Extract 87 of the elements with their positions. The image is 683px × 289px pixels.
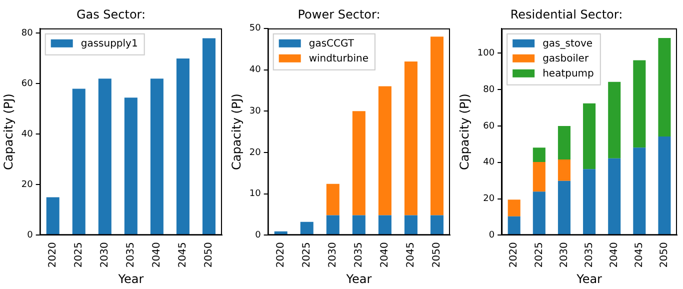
bar (508, 216, 520, 235)
y-tick-label: 40 (249, 65, 262, 76)
y-axis-title: Capacity (PJ) (1, 94, 16, 170)
bar (532, 192, 546, 235)
bar (150, 78, 164, 235)
y-axis-title: Capacity (PJ) (457, 94, 472, 170)
bar (633, 60, 646, 148)
bar (378, 215, 392, 235)
x-tick-label: 2040 (380, 242, 391, 268)
bar (583, 169, 596, 235)
bar (608, 158, 621, 235)
x-axis-title: Year (117, 272, 144, 286)
x-tick-label: 2045 (634, 242, 646, 268)
x-tick-label: 2020 (275, 242, 286, 268)
bar (658, 136, 671, 235)
y-tick-label: 40 (483, 158, 495, 168)
chart-title: Residential Sector: (510, 7, 623, 22)
y-tick-label: 40 (21, 130, 34, 140)
bar (558, 180, 570, 235)
x-tick-label: 2050 (204, 242, 215, 268)
bar (300, 222, 314, 235)
x-tick-label: 2050 (659, 242, 670, 268)
x-tick-label: 2030 (558, 242, 570, 268)
y-tick-label: 100 (477, 48, 495, 58)
y-tick-label: 50 (249, 24, 262, 34)
legend-label: heatpump (542, 68, 594, 80)
x-tick-label: 2040 (608, 242, 620, 268)
x-tick-label: 2040 (152, 242, 163, 268)
bar (98, 78, 112, 235)
bar (532, 148, 546, 162)
bar (326, 215, 340, 235)
x-tick-label: 2045 (406, 242, 417, 268)
x-axis-title: Year (345, 272, 372, 286)
bar (583, 103, 596, 170)
x-tick-label: 2030 (328, 242, 338, 268)
bar (72, 88, 86, 235)
bar (430, 36, 444, 216)
x-tick-label: 2050 (432, 242, 443, 268)
y-tick-label: 20 (483, 194, 495, 204)
legend-label: windturbine (308, 53, 368, 64)
bar (352, 111, 366, 216)
x-tick-label: 2025 (301, 242, 312, 268)
y-tick-label: 80 (21, 28, 34, 39)
legend-label: gasboiler (542, 53, 590, 64)
bar (633, 148, 646, 235)
bar (404, 215, 418, 235)
bar (352, 215, 366, 235)
x-tick-label: 2020 (508, 242, 520, 268)
bar (326, 184, 340, 216)
x-axis-title: Year (576, 272, 602, 286)
bar (378, 86, 392, 216)
bar (532, 162, 546, 192)
bar (658, 38, 671, 137)
y-tick-label: 20 (249, 148, 262, 158)
y-tick-label: 30 (249, 106, 262, 116)
chart-title: Power Sector: (298, 7, 380, 22)
bar (202, 38, 216, 235)
x-tick-label: 2035 (584, 242, 595, 268)
y-tick-label: 20 (21, 180, 34, 190)
legend-label: gassupply1 (80, 38, 138, 50)
bar (508, 200, 520, 216)
bar (430, 215, 444, 235)
bar (176, 58, 190, 235)
y-tick-label: 60 (21, 79, 34, 90)
x-tick-label: 2035 (126, 242, 137, 268)
chart-title: Gas Sector: (76, 7, 146, 22)
x-tick-label: 2025 (534, 242, 545, 268)
x-tick-label: 2020 (47, 242, 58, 268)
bar (124, 98, 138, 235)
bar (558, 159, 570, 181)
y-tick-label: 60 (483, 121, 495, 132)
bar (404, 61, 418, 216)
x-tick-label: 2030 (100, 242, 110, 268)
y-tick-label: 0 (488, 230, 495, 240)
legend-label: gasCCGT (308, 38, 355, 50)
y-tick-label: 80 (483, 84, 495, 95)
bar (608, 82, 621, 158)
legend-label: gas_stove (542, 38, 593, 50)
y-tick-label: 10 (249, 189, 262, 200)
x-tick-label: 2045 (178, 242, 189, 268)
bar (558, 126, 570, 160)
bar (46, 197, 60, 235)
x-tick-label: 2025 (73, 242, 84, 268)
x-tick-label: 2035 (354, 242, 365, 268)
y-axis-title: Capacity (PJ) (229, 94, 244, 170)
y-tick-label: 0 (27, 230, 34, 240)
y-tick-label: 0 (255, 230, 262, 240)
